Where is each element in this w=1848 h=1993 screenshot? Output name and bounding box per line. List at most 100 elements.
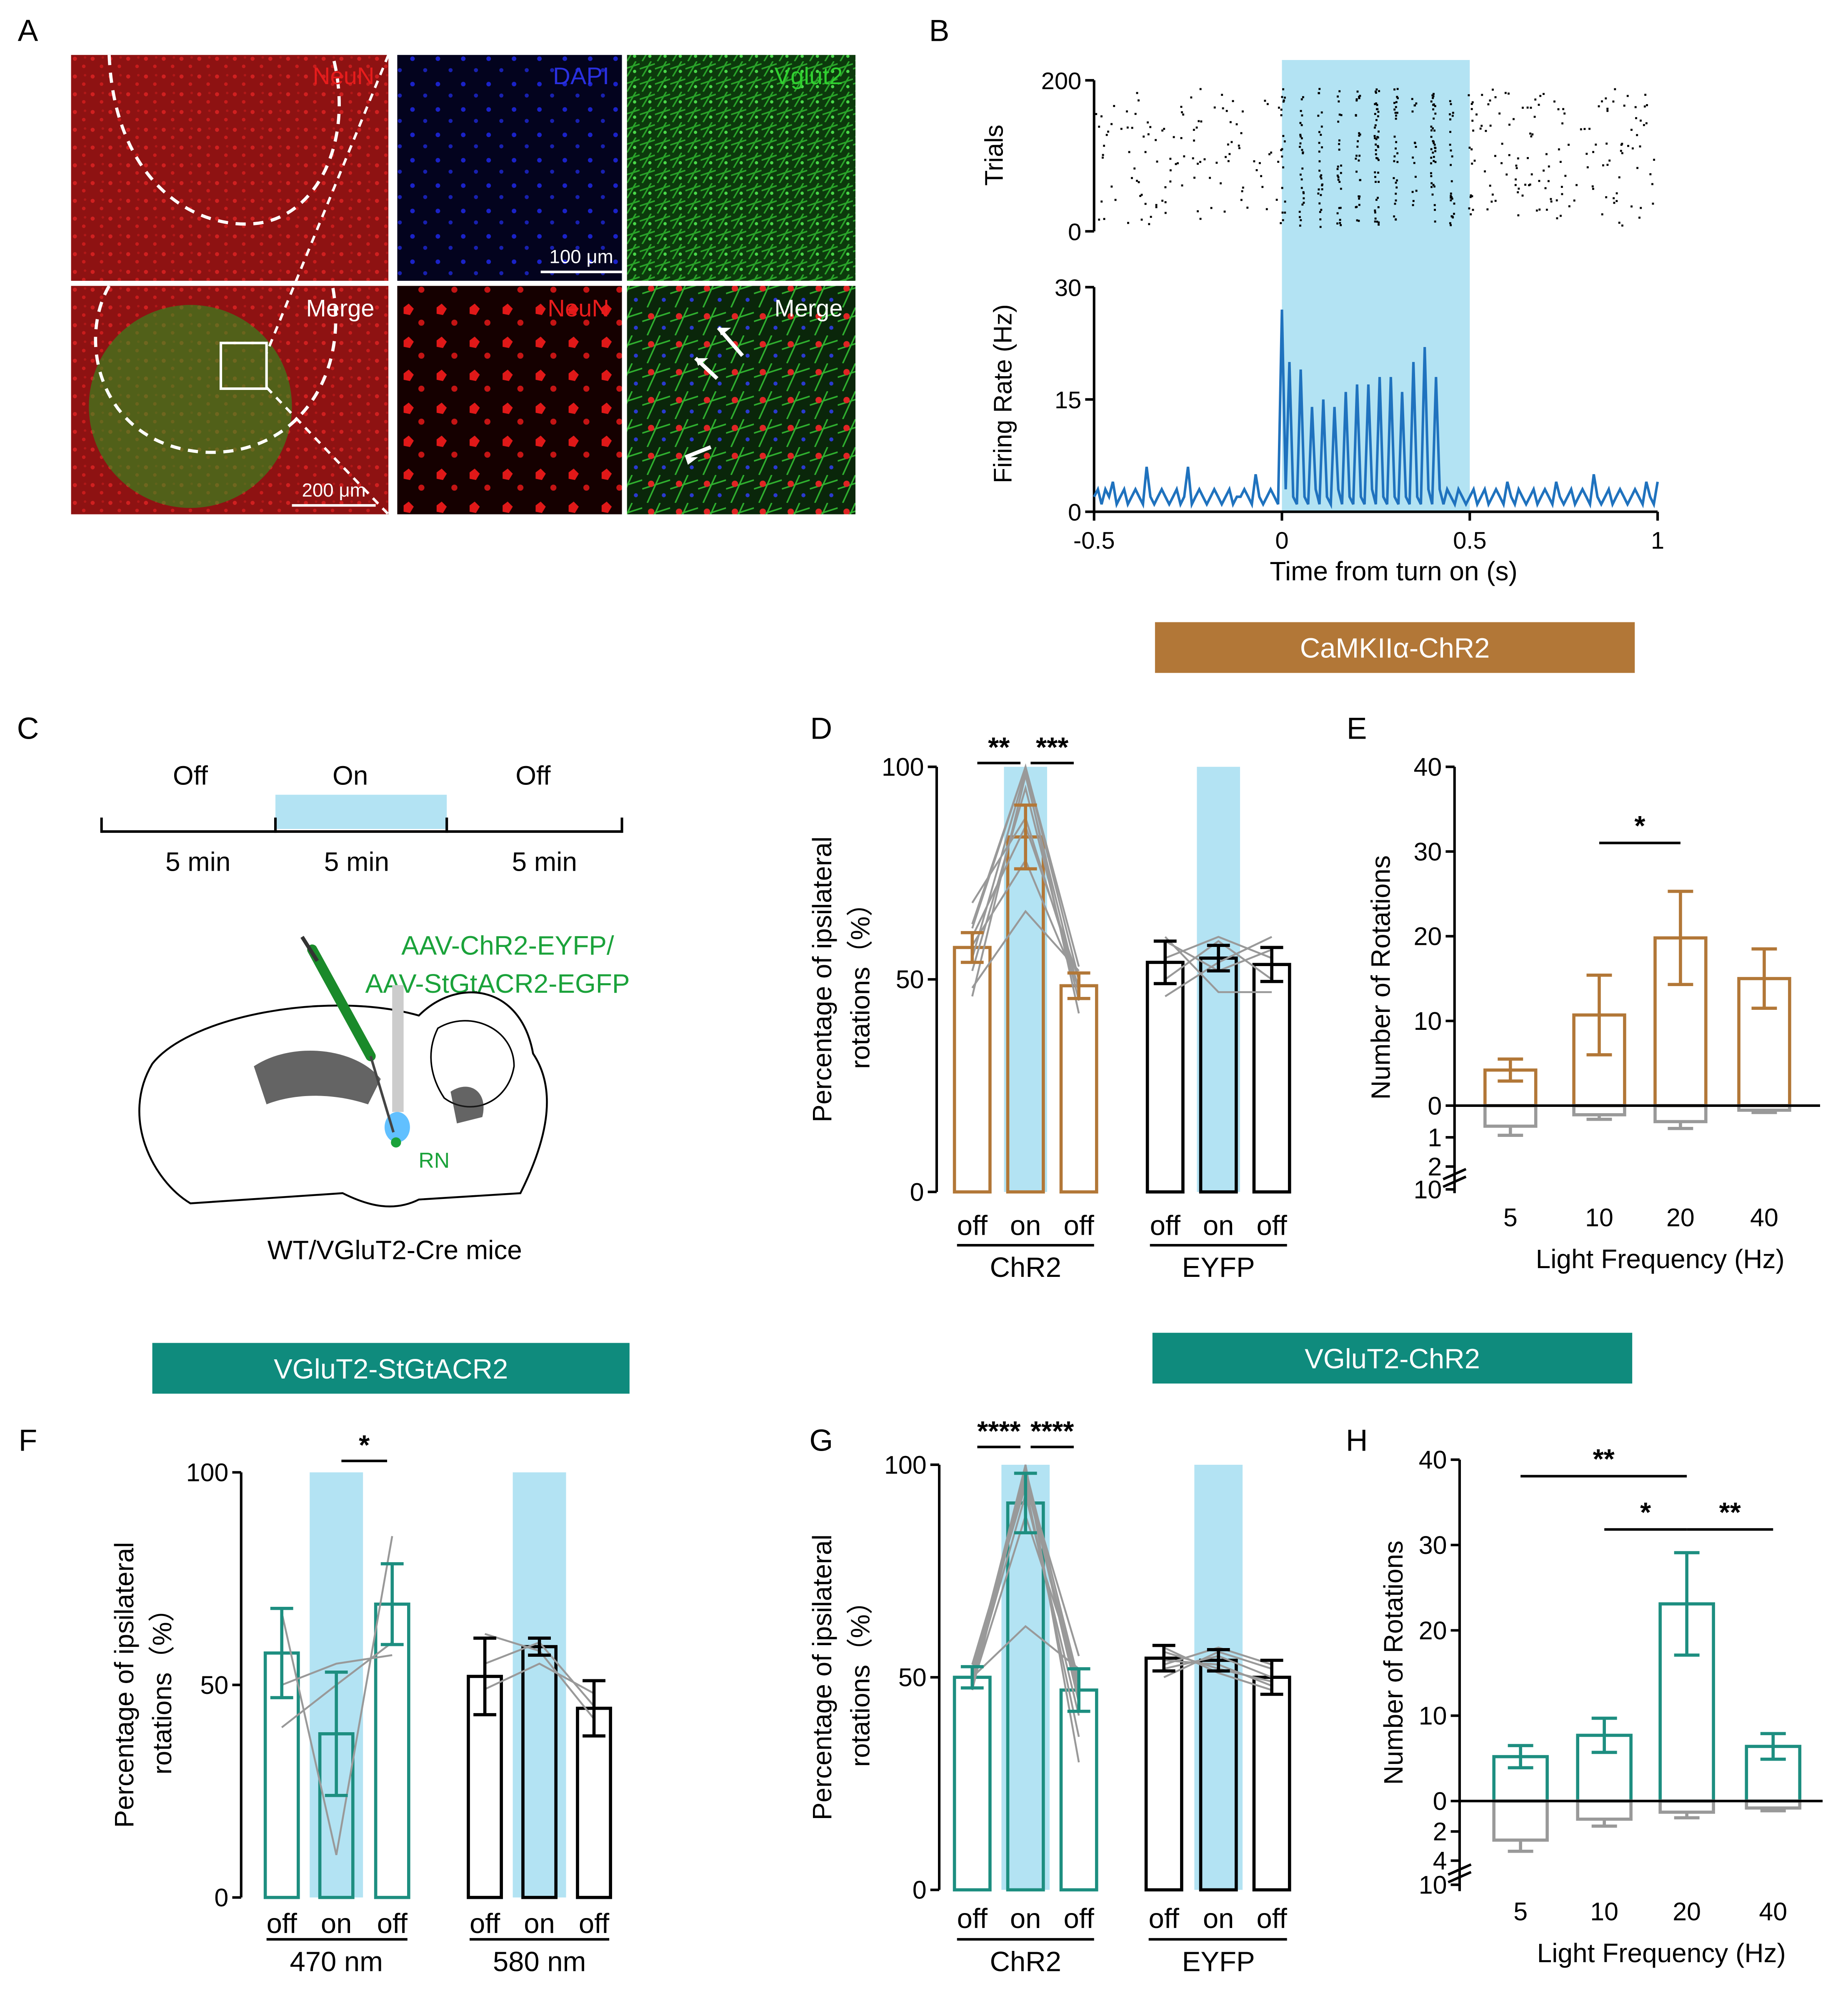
spike [1412,156,1414,159]
spike [1198,120,1200,122]
xtick-3: 40 [1759,1898,1787,1926]
spike [1320,174,1323,177]
spike [1240,199,1243,201]
bar-bottom-0 [1492,1799,1549,1842]
ytick-1: 50 [200,1671,229,1699]
spike [1283,140,1286,142]
bar-0 [953,1676,992,1892]
spike [1451,115,1454,117]
spike [1615,200,1618,202]
region-label: RN [418,1148,450,1172]
spike [1568,144,1570,146]
spike [1528,184,1530,187]
spike [1450,199,1452,202]
spike [1431,94,1434,97]
spike [1177,162,1179,165]
spike [1475,113,1478,116]
spike [1103,218,1105,220]
category-4: on [1203,1903,1234,1934]
spike [1338,100,1340,102]
spike [1626,95,1629,97]
spike [1126,126,1129,129]
zoom-line-top [265,54,390,354]
spike [1359,133,1361,136]
spike [1192,157,1194,160]
spike [1299,135,1302,138]
spike [1431,193,1434,196]
spike [1411,110,1414,113]
spike [1450,192,1452,195]
spike [1450,224,1452,226]
spike [1357,140,1359,142]
spike [1374,90,1377,93]
spike [1320,194,1322,196]
spike [1434,209,1436,211]
spike [1592,187,1594,190]
spike [1618,176,1620,179]
spike [1490,200,1493,203]
subject-line-ctrl-3 [1164,936,1272,993]
axis-break [1443,1168,1467,1188]
xlabel: Light Frequency (Hz) [1536,1244,1785,1274]
spike [1376,104,1378,106]
spike [1598,105,1600,107]
panel-letter-C: C [17,712,39,746]
spike [1140,218,1143,221]
spike [1317,192,1320,195]
spike [1147,133,1150,135]
spike [1223,210,1226,213]
spike [1340,165,1342,167]
spike [1469,196,1472,198]
spike [1355,99,1358,102]
rn-outline-top [108,54,341,226]
egfp-expression-area [89,305,292,508]
category-5: off [1256,1903,1287,1934]
spike [1393,160,1395,162]
spike [1411,98,1413,100]
banner-camkii-label: CaMKIIα-ChR2 [1300,633,1490,664]
image-neun-overview [71,55,389,281]
spike [1300,110,1302,112]
spike [1340,114,1343,116]
spike [1358,96,1360,98]
ytick-top-0: 0 [1428,1091,1442,1120]
spike [1183,155,1185,157]
ylabel-line-2: rotations（%） [845,1588,875,1767]
subject-line-exp-4 [971,771,1080,1014]
spike [1472,209,1474,211]
spike [1563,112,1566,115]
spike [1605,142,1608,145]
spike [1434,112,1437,115]
spike [1147,121,1149,124]
arrow-head-0 [718,327,731,336]
spike [1321,188,1323,190]
sig-label-0: * [1634,810,1645,842]
banner-vglut2-chr2-label: VGluT2-ChR2 [1305,1343,1480,1374]
spike [1393,215,1395,217]
spike [1515,178,1517,181]
spike [1491,193,1494,196]
spike [1430,129,1433,132]
spike [1449,131,1451,133]
xtick-0: 5 [1503,1203,1518,1231]
spike [1449,113,1451,115]
spike [1530,107,1532,109]
spike [1471,162,1473,165]
spike [1337,95,1339,98]
spike [1253,160,1255,162]
spike [1138,99,1140,102]
panel-d-chart: 0 50 100 Percentage of ipsilateral rotations… [807,732,1291,1283]
spike [1651,183,1653,185]
spike [1605,97,1607,100]
ytick-top-1: 10 [1414,1007,1442,1035]
spike [1517,157,1519,160]
spike [1635,117,1637,120]
spike [1433,156,1435,158]
ytick-bottom-2: 10 [1414,1175,1442,1204]
spike [1494,155,1496,157]
spike [1556,217,1558,220]
spike [1605,196,1608,198]
ytick-top-3: 30 [1419,1531,1447,1559]
spike [1395,182,1397,184]
spike [1268,153,1270,155]
